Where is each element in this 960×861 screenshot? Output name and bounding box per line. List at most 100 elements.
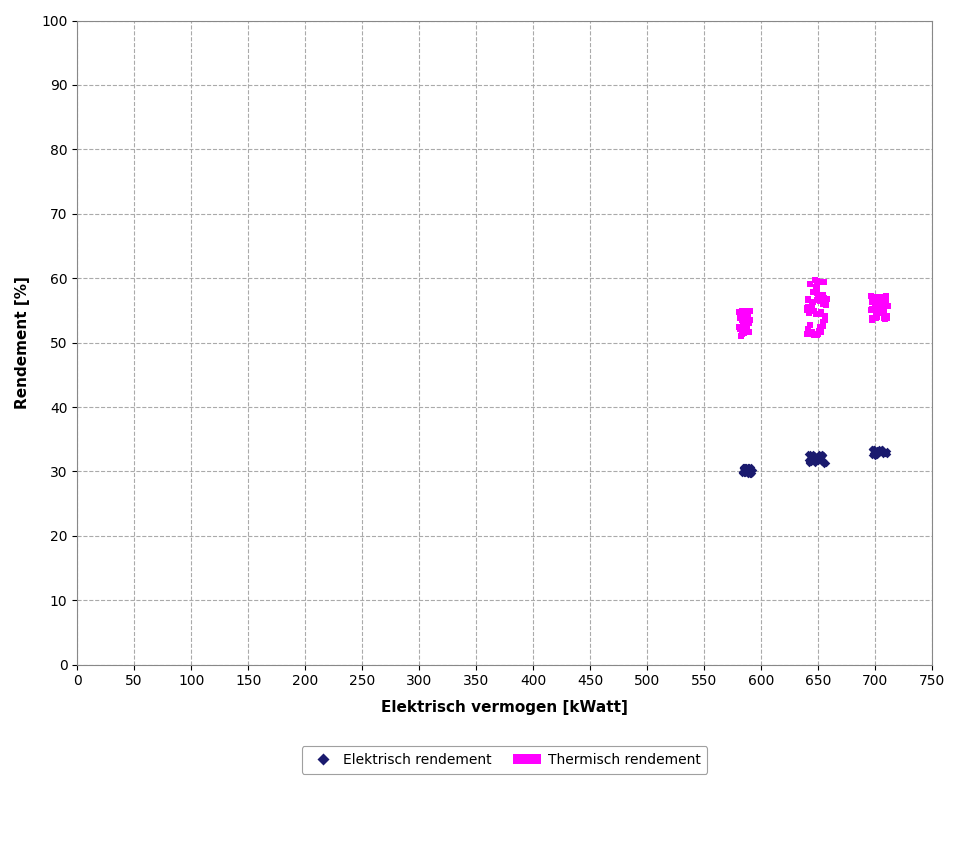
Point bbox=[733, 329, 749, 343]
Point bbox=[879, 447, 895, 461]
Point bbox=[812, 294, 828, 307]
Point bbox=[738, 305, 754, 319]
Point bbox=[876, 311, 892, 325]
Point bbox=[736, 325, 752, 339]
Point bbox=[735, 314, 751, 328]
Point bbox=[872, 292, 887, 306]
Point bbox=[806, 448, 822, 461]
Point bbox=[875, 305, 890, 319]
Point bbox=[876, 300, 892, 314]
Point bbox=[808, 307, 824, 320]
Point bbox=[879, 312, 895, 325]
Point bbox=[802, 318, 817, 331]
Point bbox=[814, 325, 829, 339]
Point bbox=[878, 296, 894, 310]
Point bbox=[877, 446, 893, 460]
Point bbox=[863, 303, 878, 317]
Point bbox=[804, 326, 819, 340]
Point bbox=[869, 443, 884, 457]
Point bbox=[865, 442, 880, 455]
Point bbox=[806, 454, 822, 468]
Point bbox=[813, 307, 828, 320]
Point bbox=[801, 293, 816, 307]
Point bbox=[816, 319, 831, 333]
Point bbox=[809, 454, 825, 468]
Point bbox=[809, 287, 825, 300]
Point bbox=[874, 443, 889, 457]
Point bbox=[742, 467, 757, 480]
Point bbox=[819, 298, 834, 312]
Point bbox=[800, 327, 815, 341]
Point bbox=[876, 311, 892, 325]
Point bbox=[818, 313, 833, 327]
Point bbox=[819, 292, 834, 306]
Point bbox=[735, 319, 751, 333]
Point bbox=[732, 322, 748, 336]
Point bbox=[867, 443, 882, 456]
Point bbox=[739, 462, 755, 476]
Point bbox=[739, 319, 755, 332]
Point bbox=[813, 450, 828, 464]
Point bbox=[803, 453, 818, 467]
Point bbox=[738, 306, 754, 319]
Point bbox=[805, 295, 821, 309]
Point bbox=[814, 455, 829, 469]
Point bbox=[868, 444, 883, 458]
Point bbox=[813, 449, 828, 462]
Point bbox=[865, 301, 880, 315]
Point bbox=[732, 305, 748, 319]
Point bbox=[813, 305, 828, 319]
Point bbox=[877, 295, 893, 309]
Point bbox=[802, 455, 817, 468]
Point bbox=[737, 320, 753, 334]
Point bbox=[804, 325, 819, 339]
Point bbox=[811, 324, 827, 338]
Point bbox=[737, 465, 753, 479]
Point bbox=[735, 460, 751, 474]
Point bbox=[743, 460, 758, 474]
Point bbox=[745, 463, 760, 477]
Point bbox=[740, 466, 756, 480]
Point bbox=[742, 464, 757, 478]
Point bbox=[800, 302, 815, 316]
Point bbox=[816, 449, 831, 462]
Point bbox=[809, 274, 825, 288]
Point bbox=[734, 322, 750, 336]
Point bbox=[809, 294, 825, 307]
Point bbox=[736, 462, 752, 476]
Point bbox=[802, 447, 817, 461]
Point bbox=[869, 444, 884, 458]
Point bbox=[866, 442, 881, 455]
Point bbox=[734, 465, 750, 479]
Point bbox=[741, 325, 756, 338]
Point bbox=[877, 312, 893, 325]
Point bbox=[807, 456, 823, 470]
Point bbox=[818, 456, 833, 470]
Point bbox=[879, 444, 895, 458]
X-axis label: Elektrisch vermogen [kWatt]: Elektrisch vermogen [kWatt] bbox=[381, 700, 628, 715]
Point bbox=[733, 322, 749, 336]
Point bbox=[808, 451, 824, 465]
Point bbox=[739, 305, 755, 319]
Point bbox=[800, 303, 815, 317]
Point bbox=[876, 290, 891, 304]
Point bbox=[740, 307, 756, 321]
Point bbox=[814, 449, 829, 462]
Point bbox=[735, 461, 751, 475]
Point bbox=[876, 304, 892, 318]
Point bbox=[815, 449, 830, 463]
Point bbox=[815, 293, 830, 307]
Point bbox=[815, 454, 830, 468]
Point bbox=[813, 448, 828, 461]
Point bbox=[811, 307, 827, 321]
Point bbox=[802, 307, 817, 320]
Point bbox=[868, 448, 883, 461]
Point bbox=[738, 325, 754, 338]
Point bbox=[809, 328, 825, 342]
Point bbox=[802, 455, 817, 469]
Point bbox=[806, 304, 822, 318]
Point bbox=[743, 304, 758, 318]
Point bbox=[814, 454, 829, 468]
Point bbox=[877, 299, 893, 313]
Point bbox=[737, 460, 753, 474]
